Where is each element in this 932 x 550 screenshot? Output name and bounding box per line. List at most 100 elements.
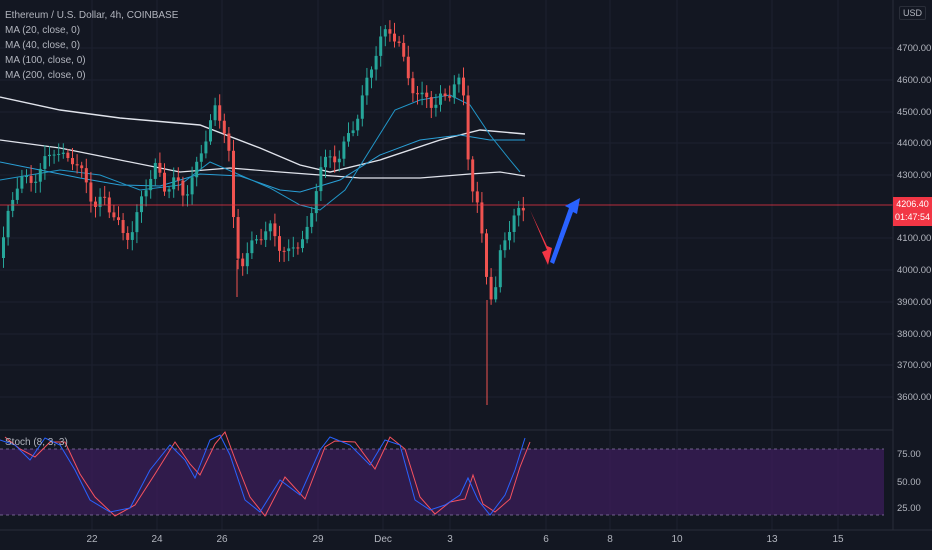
last-price-tag: 4206.40 01:47:54: [893, 197, 932, 226]
candle-body: [181, 180, 185, 196]
candle-body: [406, 56, 410, 79]
candle-body: [273, 223, 277, 237]
candle-body: [388, 29, 392, 34]
legend-ma-20[interactable]: MA (20, close, 0): [5, 25, 81, 36]
candle-body: [301, 239, 304, 249]
candle-body: [475, 191, 479, 203]
stoch-lines: [0, 431, 531, 517]
candle-body: [370, 69, 373, 78]
candle-body: [126, 232, 130, 240]
candle-body: [393, 33, 396, 42]
candle-body: [222, 120, 226, 134]
price-axis[interactable]: 4700.00 4600.00 4500.00 4400.00 4300.00 4100.…: [897, 43, 931, 403]
price-tick-label: 3800.00: [897, 329, 931, 340]
candle-body: [61, 152, 65, 154]
candle-body: [20, 176, 24, 189]
stoch-axis[interactable]: 75.00 50.00 25.00: [897, 449, 921, 514]
stoch-legend[interactable]: Stoch (8, 3, 3): [5, 437, 68, 448]
candle-body: [503, 240, 507, 251]
candle-body: [305, 226, 309, 240]
candle-body: [25, 176, 28, 178]
candle-body: [241, 258, 245, 267]
stoch-tick-label: 50.00: [897, 477, 921, 488]
candle-body: [379, 36, 383, 56]
candle-body: [94, 201, 97, 207]
candle-body: [287, 248, 291, 252]
down-arrow: [530, 210, 552, 265]
candle-body: [190, 177, 194, 195]
stoch-k-line: [0, 434, 526, 516]
up-arrow: [550, 198, 580, 264]
candle-body: [462, 77, 465, 96]
date-tick-label: 6: [543, 534, 549, 545]
candle-body: [291, 247, 295, 249]
date-tick-label: 26: [216, 534, 228, 545]
candle-body: [103, 196, 107, 198]
candle-body: [448, 96, 452, 98]
currency-label[interactable]: USD: [898, 6, 926, 20]
candle-body: [149, 178, 153, 191]
candle-body: [232, 150, 235, 218]
legend-ma-40[interactable]: MA (40, close, 0): [5, 40, 81, 51]
candle-body: [199, 153, 203, 162]
candle-body: [452, 84, 456, 98]
candle-body: [324, 156, 327, 168]
date-tick-label: 3: [447, 534, 453, 545]
price-tick-label: 3600.00: [897, 392, 931, 403]
candle-body: [268, 223, 272, 232]
candle-body: [402, 42, 406, 57]
price-tick-label: 4100.00: [897, 233, 931, 244]
candle-body: [328, 156, 332, 158]
price-tick-label: 4400.00: [897, 138, 931, 149]
date-tick-label: Dec: [374, 534, 392, 545]
candle-body: [172, 177, 176, 190]
candle-body: [112, 212, 116, 218]
candle-body: [117, 217, 120, 221]
price-tick-label: 4600.00: [897, 75, 931, 86]
candle-body: [498, 250, 502, 288]
candle-body: [6, 210, 10, 238]
candle-body: [245, 253, 249, 267]
candle-body: [489, 276, 493, 300]
candle-body: [163, 172, 166, 192]
candle-body: [397, 41, 401, 43]
candle-body: [314, 191, 318, 214]
candle-body: [420, 92, 424, 95]
candle-body: [48, 154, 51, 157]
candle-body: [360, 95, 364, 119]
candle-body: [15, 188, 19, 200]
legend-symbol[interactable]: Ethereum / U.S. Dollar, 4h, COINBASE: [5, 10, 179, 21]
candle-body: [310, 213, 314, 227]
candle-body: [434, 104, 438, 108]
candle-body: [485, 233, 488, 277]
candle-body: [11, 199, 15, 211]
candle-body: [480, 202, 484, 234]
candle-body: [416, 93, 419, 95]
time-axis[interactable]: 22 24 26 29 Dec 3 6 8 10 13 15: [86, 534, 844, 545]
candle-body: [259, 239, 263, 241]
candle-body: [43, 156, 47, 169]
candle-body: [296, 247, 300, 249]
candle-body: [29, 176, 33, 183]
candle-body: [71, 158, 74, 165]
candle-body: [121, 220, 125, 233]
legend-ma-100[interactable]: MA (100, close, 0): [5, 55, 86, 66]
candle-body: [351, 130, 355, 134]
candle-body: [521, 207, 525, 211]
candle-body: [425, 92, 429, 98]
candle-body: [471, 159, 475, 192]
candle-body: [236, 217, 240, 259]
candle-body: [80, 165, 84, 169]
date-tick-label: 13: [766, 534, 778, 545]
price-tick-label: 4700.00: [897, 43, 931, 54]
candle-body: [494, 287, 498, 300]
candle-body: [342, 141, 346, 159]
candle-body: [167, 189, 171, 192]
candle-body: [98, 196, 102, 207]
candle-body: [365, 77, 369, 96]
bar-countdown: 01:47:54: [894, 212, 931, 222]
candle-body: [135, 212, 139, 233]
candle-body: [517, 207, 521, 216]
legend-ma-200[interactable]: MA (200, close, 0): [5, 70, 86, 81]
